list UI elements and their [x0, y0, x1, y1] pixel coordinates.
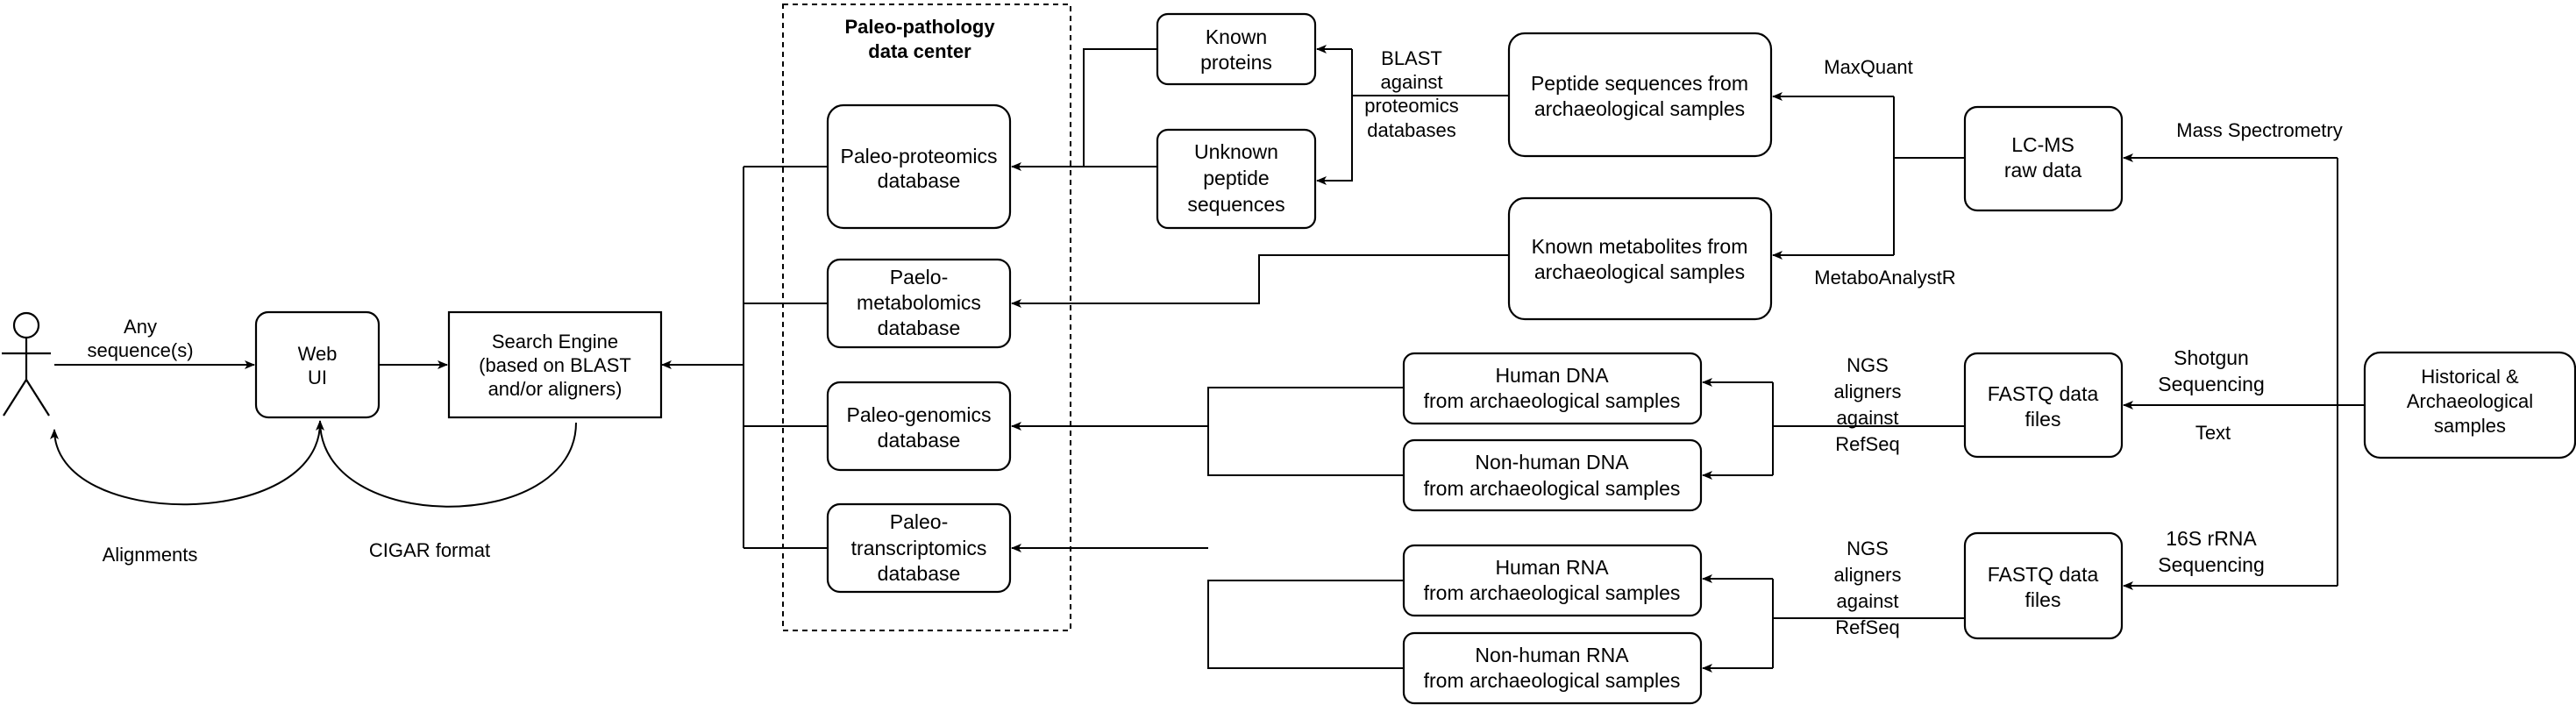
label-text: Text [2195, 422, 2231, 444]
node-label: database [878, 429, 961, 452]
node-label: raw data [2004, 159, 2081, 182]
label-blast: databases [1367, 119, 1456, 141]
node-label: FASTQ data [1988, 563, 2099, 586]
node-label: Paleo-proteomics [841, 145, 998, 167]
node-label: Web [298, 343, 338, 365]
label-alignments: Alignments [103, 544, 198, 566]
node-label: FASTQ data [1988, 382, 2099, 405]
node-label: Archaeological [2407, 390, 2533, 412]
node-label: proteins [1200, 51, 1272, 74]
proteomics-db-box: Paleo-proteomics database [826, 103, 1012, 230]
label-shotgun: Shotgun [2174, 346, 2249, 369]
search-engine-box: Search Engine (based on BLAST and/or ali… [447, 310, 663, 419]
samples-box: Historical & Archaeological samples [2363, 351, 2576, 459]
node-label: from archaeological samples [1424, 389, 1681, 412]
node-label: Search Engine [492, 331, 618, 352]
label-blast: against [1381, 71, 1443, 93]
known-proteins-box: Known proteins [1156, 12, 1317, 86]
human-dna-box: Human DNA from archaeological samples [1402, 352, 1703, 425]
web-ui-box: Web UI [254, 310, 381, 419]
node-label: database [878, 562, 961, 585]
node-label: Non-human DNA [1475, 451, 1629, 474]
fastq-dna-box: FASTQ data files [1963, 352, 2124, 459]
node-label: database [878, 317, 961, 339]
node-label: database [878, 169, 961, 192]
node-label: Paelo- [890, 266, 948, 288]
node-label: from archaeological samples [1424, 477, 1681, 500]
label-metaboanalyst: MetaboAnalystR [1814, 267, 1955, 288]
node-label: Non-human RNA [1475, 644, 1629, 666]
data-center-boundary [782, 4, 1071, 631]
label-ngs-dna: NGS [1847, 354, 1889, 376]
edge-webui-to-user [50, 422, 321, 506]
edge-labels: Any sequence(s) Alignments CIGAR format … [87, 47, 2342, 638]
node-label: Unknown [1194, 140, 1278, 163]
label-ngs-rna: against [1837, 590, 1899, 612]
node-label: (based on BLAST [479, 354, 631, 376]
edge-to-metabolomics-db [1011, 254, 1508, 308]
node-label: transcriptomics [851, 537, 987, 559]
node-label: and/or aligners) [488, 378, 623, 400]
nonhuman-rna-box: Non-human RNA from archaeological sample… [1402, 631, 1703, 705]
label-shotgun: Sequencing [2158, 373, 2265, 395]
node-label: Known metabolites from [1532, 235, 1748, 258]
label-ngs-rna: NGS [1847, 538, 1889, 559]
label-16s-rrna: 16S rRNA [2166, 527, 2257, 550]
genomics-db-box: Paleo-genomics database [826, 381, 1012, 472]
label-any-sequences: sequence(s) [87, 339, 193, 361]
node-label: files [2025, 588, 2061, 611]
label-ngs-rna: aligners [1833, 564, 1901, 586]
lcms-box: LC-MS raw data [1963, 105, 2124, 212]
label-mass-spectrometry: Mass Spectrometry [2176, 119, 2343, 141]
node-label: Human DNA [1495, 364, 1609, 387]
label-ngs-dna: against [1837, 407, 1899, 429]
node-label: UI [308, 367, 327, 388]
node-label: LC-MS [2011, 133, 2074, 156]
node-label: archaeological samples [1534, 97, 1745, 120]
peptide-sequences-box: Peptide sequences from archaeological sa… [1507, 32, 1773, 158]
node-label: from archaeological samples [1424, 669, 1681, 692]
metabolomics-db-box: Paelo- metabolomics database [826, 258, 1012, 349]
label-ngs-dna: RefSeq [1835, 433, 1899, 455]
node-label: sequences [1187, 193, 1284, 216]
user-icon [2, 311, 51, 417]
node-label: Human RNA [1495, 556, 1609, 579]
edges [50, 45, 2364, 673]
label-16s-rrna: Sequencing [2158, 553, 2265, 576]
data-center-title-line: data center [868, 40, 971, 62]
data-center-title-line: Paleo-pathology [844, 16, 995, 38]
human-rna-box: Human RNA from archaeological samples [1402, 544, 1703, 617]
node-label: Paleo- [890, 510, 948, 533]
label-maxquant: MaxQuant [1824, 56, 1913, 78]
known-metabolites-box: Known metabolites from archaeological sa… [1507, 196, 1773, 321]
node-label: from archaeological samples [1424, 581, 1681, 604]
node-label: Known [1206, 25, 1267, 48]
unknown-peptides-box: Unknown peptide sequences [1156, 128, 1317, 230]
nonhuman-dna-box: Non-human DNA from archaeological sample… [1402, 438, 1703, 512]
node-label: files [2025, 408, 2061, 431]
label-ngs-rna: RefSeq [1835, 616, 1899, 638]
label-cigar: CIGAR format [369, 539, 490, 561]
label-blast: proteomics [1364, 95, 1459, 117]
data-center-title: Paleo-pathology data center [844, 16, 995, 62]
node-label: metabolomics [857, 291, 981, 314]
node-label: Peptide sequences from [1531, 72, 1748, 95]
edge-search-to-webui [316, 420, 577, 508]
node-label: peptide [1203, 167, 1269, 189]
label-blast: BLAST [1381, 47, 1442, 69]
node-label: archaeological samples [1534, 260, 1745, 283]
fastq-rna-box: FASTQ data files [1963, 531, 2124, 640]
node-label: samples [2434, 415, 2506, 437]
node-label: Paleo-genomics [847, 403, 992, 426]
label-any-sequences: Any [124, 316, 157, 338]
transcriptomics-db-box: Paleo- transcriptomics database [826, 502, 1012, 594]
node-label: Historical & [2421, 366, 2519, 388]
label-ngs-dna: aligners [1833, 381, 1901, 402]
